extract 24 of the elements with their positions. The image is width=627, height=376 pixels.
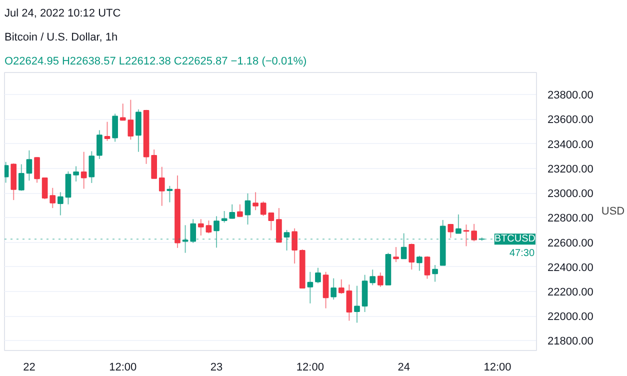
x-tick-label: 12:00: [484, 362, 512, 374]
y-tick-label: 22400.00: [548, 262, 594, 274]
y-axis-title: USD: [601, 206, 625, 218]
x-tick-label: 22: [23, 362, 36, 374]
chart-title: Bitcoin / U.S. Dollar, 1h: [4, 32, 118, 44]
ref-line-label: BTCUSD: [494, 234, 536, 245]
y-tick-label: 23400.00: [548, 138, 594, 151]
y-tick-label: 22800.00: [548, 212, 594, 225]
y-tick-label: 23600.00: [548, 114, 594, 126]
candlestick: [42, 177, 48, 200]
x-tick-label: 23: [210, 362, 223, 374]
x-tick-label: 12:00: [109, 362, 137, 374]
x-tick-label: 24: [398, 362, 410, 374]
annotation: 47:30: [509, 248, 535, 260]
y-tick-label: 23000.00: [548, 188, 594, 200]
x-tick-label: 12:00: [296, 362, 324, 374]
y-tick-label: 22200.00: [548, 286, 594, 298]
text: Jul 24, 2022 10:12 UTC: [4, 8, 121, 20]
chart-subtitle: O22624.95 H22638.57 L22612.38 C22625.87 −1.18 (−0.01%): [4, 56, 307, 68]
y-tick-label: 21800.00: [548, 336, 594, 348]
y-tick-label: 22600.00: [548, 237, 594, 250]
y-tick-label: 22000.00: [548, 311, 594, 324]
y-tick-label: 23800.00: [548, 90, 594, 102]
y-tick-label: 23200.00: [548, 163, 594, 176]
